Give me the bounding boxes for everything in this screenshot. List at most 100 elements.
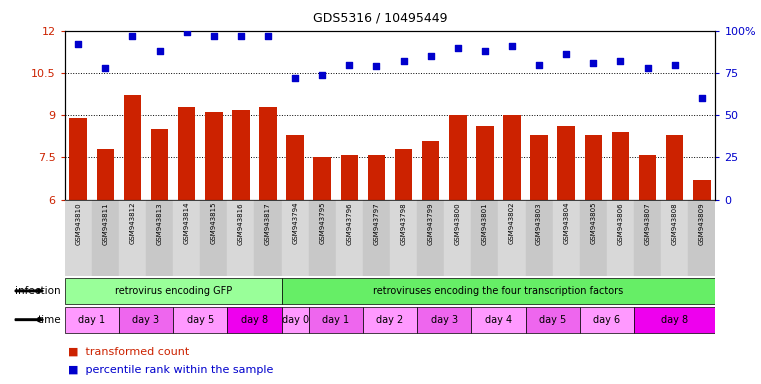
Bar: [309, 307, 363, 333]
Text: infection: infection: [15, 286, 61, 296]
Text: GSM943797: GSM943797: [374, 202, 380, 245]
Bar: [580, 307, 634, 333]
Text: day 0: day 0: [282, 314, 309, 325]
Text: GSM943813: GSM943813: [157, 202, 163, 245]
Text: ■  transformed count: ■ transformed count: [68, 346, 189, 357]
Point: [669, 61, 681, 68]
Text: GSM943796: GSM943796: [346, 202, 352, 245]
Text: day 1: day 1: [78, 314, 105, 325]
Point: [397, 58, 409, 64]
Point: [126, 33, 139, 39]
Bar: [260, 107, 277, 200]
Bar: [65, 200, 92, 276]
Bar: [282, 200, 309, 276]
Bar: [178, 107, 196, 200]
Text: time: time: [37, 314, 61, 325]
Bar: [417, 200, 444, 276]
Text: day 6: day 6: [594, 314, 620, 325]
Bar: [228, 307, 282, 333]
Text: GSM943805: GSM943805: [591, 202, 597, 245]
Bar: [65, 278, 282, 304]
Bar: [634, 307, 715, 333]
Bar: [314, 157, 331, 200]
Text: GDS5316 / 10495449: GDS5316 / 10495449: [314, 12, 447, 25]
Bar: [336, 200, 363, 276]
Text: GSM943815: GSM943815: [211, 202, 217, 245]
Text: day 5: day 5: [186, 314, 214, 325]
Bar: [471, 307, 526, 333]
Bar: [476, 126, 494, 200]
Point: [343, 61, 355, 68]
Text: day 3: day 3: [132, 314, 160, 325]
Bar: [417, 307, 471, 333]
Bar: [444, 200, 471, 276]
Point: [154, 48, 166, 54]
Text: GSM943809: GSM943809: [699, 202, 705, 245]
Text: GSM943810: GSM943810: [75, 202, 81, 245]
Bar: [666, 135, 683, 200]
Bar: [97, 149, 114, 200]
Point: [587, 60, 600, 66]
Bar: [69, 118, 87, 200]
Bar: [174, 200, 200, 276]
Bar: [254, 200, 282, 276]
Bar: [286, 135, 304, 200]
Text: retroviruses encoding the four transcription factors: retroviruses encoding the four transcrip…: [374, 286, 623, 296]
Bar: [607, 200, 634, 276]
Bar: [526, 200, 552, 276]
Bar: [584, 135, 602, 200]
Text: GSM943817: GSM943817: [265, 202, 271, 245]
Text: GSM943816: GSM943816: [238, 202, 244, 245]
Point: [289, 75, 301, 81]
Text: retrovirus encoding GFP: retrovirus encoding GFP: [114, 286, 232, 296]
Point: [180, 29, 193, 35]
Bar: [65, 307, 119, 333]
Bar: [634, 200, 661, 276]
Text: GSM943808: GSM943808: [672, 202, 678, 245]
Text: GSM943807: GSM943807: [645, 202, 651, 245]
Bar: [580, 200, 607, 276]
Text: day 3: day 3: [431, 314, 458, 325]
Bar: [498, 200, 526, 276]
Point: [696, 95, 708, 101]
Bar: [232, 109, 250, 200]
Point: [560, 51, 572, 58]
Bar: [205, 113, 223, 200]
Text: GSM943806: GSM943806: [617, 202, 623, 245]
Bar: [363, 200, 390, 276]
Bar: [449, 115, 466, 200]
Point: [72, 41, 84, 47]
Point: [99, 65, 111, 71]
Text: GSM943802: GSM943802: [509, 202, 515, 245]
Text: GSM943798: GSM943798: [400, 202, 406, 245]
Point: [235, 33, 247, 39]
Point: [316, 71, 328, 78]
Bar: [174, 307, 228, 333]
Text: GSM943812: GSM943812: [129, 202, 135, 245]
Bar: [363, 307, 417, 333]
Text: day 4: day 4: [485, 314, 512, 325]
Text: day 8: day 8: [661, 314, 688, 325]
Bar: [557, 126, 575, 200]
Bar: [146, 200, 174, 276]
Text: GSM943801: GSM943801: [482, 202, 488, 245]
Bar: [526, 307, 580, 333]
Bar: [395, 149, 412, 200]
Text: GSM943794: GSM943794: [292, 202, 298, 245]
Point: [452, 45, 464, 51]
Text: day 2: day 2: [377, 314, 403, 325]
Text: GSM943804: GSM943804: [563, 202, 569, 245]
Bar: [119, 200, 146, 276]
Bar: [282, 278, 715, 304]
Point: [262, 33, 274, 39]
Bar: [92, 200, 119, 276]
Text: day 5: day 5: [539, 314, 566, 325]
Text: day 8: day 8: [241, 314, 268, 325]
Text: GSM943800: GSM943800: [455, 202, 461, 245]
Bar: [422, 141, 440, 200]
Text: GSM943803: GSM943803: [536, 202, 542, 245]
Text: GSM943811: GSM943811: [102, 202, 108, 245]
Bar: [530, 135, 548, 200]
Point: [425, 53, 437, 59]
Bar: [200, 200, 228, 276]
